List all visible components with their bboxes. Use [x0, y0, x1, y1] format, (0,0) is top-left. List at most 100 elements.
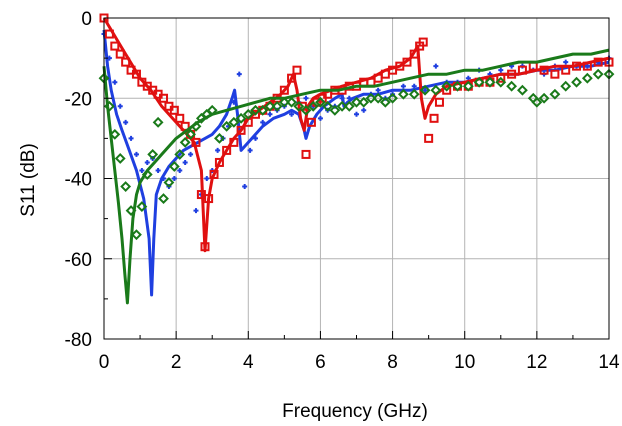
- data-point-diamond: [441, 80, 453, 92]
- data-point-diamond: [278, 96, 290, 108]
- data-point-square: [402, 57, 412, 67]
- data-point-diamond: [109, 128, 121, 140]
- data-point-cross: [375, 87, 381, 93]
- data-point-cross: [215, 147, 221, 153]
- data-point-diamond: [114, 153, 126, 164]
- data-point-diamond: [365, 92, 377, 104]
- data-point-diamond: [235, 112, 247, 124]
- data-point-diamond: [571, 76, 582, 88]
- data-point-square: [593, 57, 603, 67]
- data-point-square: [507, 69, 517, 79]
- series-line: [102, 29, 610, 297]
- data-point-diamond: [221, 120, 233, 132]
- data-point-cross: [260, 119, 266, 125]
- data-point-diamond: [228, 116, 240, 128]
- data-point-cross: [584, 63, 590, 69]
- data-point-square: [424, 133, 434, 143]
- data-point-diamond: [214, 132, 225, 144]
- y-tick-label: 0: [81, 9, 92, 30]
- data-point-cross: [171, 176, 177, 181]
- data-point-cross: [303, 95, 309, 101]
- data-point-square: [292, 65, 302, 75]
- data-point-cross: [422, 87, 428, 93]
- data-point-diamond: [185, 128, 196, 140]
- x-tick-label: 2: [171, 352, 182, 373]
- data-point-diamond: [506, 80, 518, 92]
- data-point-diamond: [201, 108, 213, 120]
- data-point-diamond: [120, 181, 132, 192]
- data-point-square: [442, 85, 452, 95]
- data-point-cross: [188, 151, 194, 157]
- data-point-cross: [346, 95, 352, 101]
- data-point-cross: [231, 99, 237, 105]
- data-point-diamond: [179, 136, 191, 148]
- x-tick-label: 10: [454, 352, 475, 373]
- series-0: [102, 29, 610, 297]
- data-point-diamond: [286, 96, 297, 108]
- x-axis-label: Frequency (GHz): [282, 401, 428, 422]
- data-point-cross: [361, 107, 367, 113]
- data-point-diamond: [549, 88, 561, 100]
- data-point-cross: [193, 208, 199, 214]
- data-point-cross: [123, 119, 129, 125]
- data-point-cross: [253, 135, 258, 141]
- data-point-diamond: [174, 149, 186, 160]
- data-point-cross: [289, 111, 295, 117]
- x-tick-label: 0: [99, 352, 110, 373]
- data-point-square: [550, 69, 560, 79]
- data-point-square: [561, 65, 571, 75]
- data-point-diamond: [136, 201, 148, 213]
- data-point-square: [209, 169, 219, 179]
- data-point-square: [434, 97, 444, 107]
- data-point-diamond: [293, 100, 305, 112]
- data-point-square: [517, 65, 527, 75]
- data-point-diamond: [397, 88, 409, 100]
- tick-marks: [103, 17, 610, 340]
- data-point-square: [301, 149, 311, 159]
- data-point-cross: [182, 159, 188, 165]
- data-point-diamond: [131, 229, 142, 241]
- data-point-diamond: [538, 92, 550, 104]
- data-point-square: [204, 194, 214, 204]
- data-point-diamond: [581, 72, 593, 84]
- data-point-diamond: [452, 80, 463, 92]
- data-point-diamond: [358, 96, 370, 108]
- data-point-square: [279, 85, 289, 95]
- data-point-diamond: [163, 177, 175, 188]
- data-point-square: [175, 113, 185, 123]
- data-point-diamond: [387, 92, 398, 104]
- data-point-diamond: [103, 100, 115, 112]
- data-point-diamond: [430, 84, 442, 96]
- data-point-diamond: [250, 104, 261, 116]
- data-point-square: [115, 49, 125, 59]
- data-point-diamond: [125, 205, 137, 217]
- data-point-cross: [161, 176, 167, 181]
- data-point-square: [104, 29, 114, 39]
- data-point-diamond: [592, 68, 604, 80]
- series-line: [102, 17, 610, 253]
- data-point-square: [222, 145, 232, 155]
- data-point-square: [418, 37, 428, 47]
- data-point-square: [572, 61, 582, 71]
- data-point-diamond: [343, 100, 355, 112]
- x-tick-label: 12: [526, 352, 547, 373]
- data-point-diamond: [336, 100, 348, 112]
- y-tick-label: -60: [65, 250, 92, 271]
- data-point-square: [131, 69, 141, 79]
- data-point-diamond: [147, 149, 159, 160]
- data-point-cross: [236, 71, 242, 77]
- x-tick-label: 4: [243, 352, 254, 373]
- data-point-square: [110, 41, 120, 51]
- data-point-diamond: [242, 108, 254, 120]
- data-point-diamond: [495, 76, 507, 88]
- data-point-diamond: [206, 104, 218, 116]
- data-point-diamond: [307, 100, 319, 112]
- data-point-square: [121, 57, 131, 67]
- series-4: [102, 48, 610, 305]
- data-point-cross: [177, 167, 183, 173]
- data-point-cross: [144, 159, 150, 165]
- y-tick-label: -40: [65, 170, 92, 191]
- y-axis-label: S11 (dB): [18, 143, 39, 217]
- data-point-diamond: [419, 84, 431, 96]
